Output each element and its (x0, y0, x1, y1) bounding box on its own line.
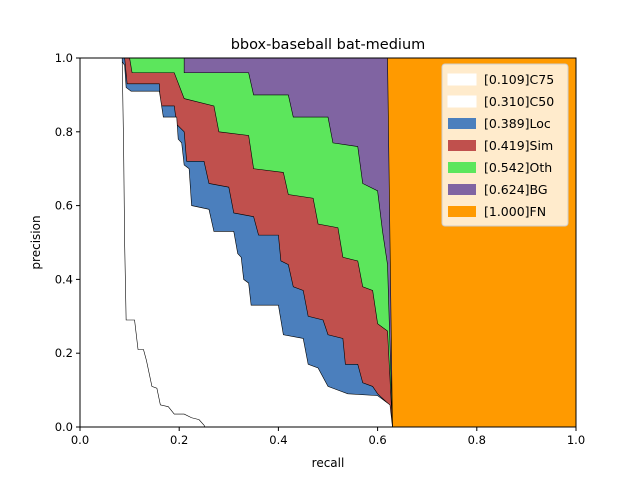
y-tick-label: 0.0 (55, 420, 73, 434)
y-tick-label: 0.6 (55, 199, 73, 213)
legend-swatch-sim (448, 140, 476, 151)
x-axis-ticks: 0.0 0.2 0.4 0.6 0.8 1.0 (71, 427, 585, 447)
y-axis-ticks: 0.0 0.2 0.4 0.6 0.8 1.0 (55, 51, 80, 434)
legend-swatch-loc (448, 118, 476, 129)
legend-label-oth: [0.542]Oth (484, 160, 552, 175)
x-tick-label: 0.4 (269, 433, 287, 447)
x-tick-label: 0.6 (368, 433, 386, 447)
x-tick-label: 1.0 (567, 433, 585, 447)
y-tick-label: 0.4 (55, 272, 73, 286)
x-tick-label: 0.0 (71, 433, 89, 447)
y-axis-label: precision (29, 215, 43, 269)
chart-title: bbox-baseball bat-medium (231, 37, 426, 53)
x-tick-label: 0.8 (468, 433, 486, 447)
legend-label-bg: [0.624]BG (484, 182, 548, 197)
legend-swatch-c50 (447, 95, 477, 108)
x-tick-label: 0.2 (170, 433, 188, 447)
y-tick-label: 0.8 (55, 125, 73, 139)
area-layers (79, 57, 577, 428)
legend-swatch-bg (448, 184, 476, 195)
x-axis-label: recall (312, 456, 345, 470)
legend-swatch-fn (448, 206, 476, 217)
legend-label-loc: [0.389]Loc (484, 116, 551, 131)
y-tick-label: 1.0 (55, 51, 73, 65)
legend-label-sim: [0.419]Sim (484, 138, 553, 153)
axes-frame (79, 57, 577, 428)
area-c75 (79, 57, 206, 428)
legend: [0.109]C75 [0.310]C50 [0.389]Loc [0.419]Sim… (441, 63, 569, 227)
legend-label-c50: [0.310]C50 (484, 94, 554, 109)
y-tick-label: 0.2 (55, 346, 73, 360)
legend-label-c75: [0.109]C75 (484, 72, 554, 87)
area-c50 (79, 57, 393, 428)
legend-swatch-oth (448, 162, 476, 173)
legend-swatch-c75 (447, 73, 477, 86)
legend-label-fn: [1.000]FN (484, 204, 546, 219)
